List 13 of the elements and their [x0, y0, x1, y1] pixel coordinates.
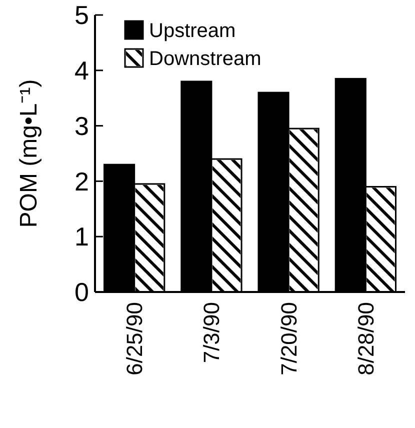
y-tick-label: 3: [74, 110, 89, 141]
x-tick-label: 7/3/90: [199, 302, 224, 364]
y-tick-label: 1: [74, 222, 89, 252]
legend-label: Upstream: [149, 20, 236, 42]
y-axis-title: POM (mg•L⁻¹): [15, 79, 42, 228]
x-tick-label: 8/28/90: [353, 302, 378, 376]
y-tick-label: 2: [74, 166, 89, 196]
legend-label: Downstream: [149, 48, 262, 70]
y-tick-label: 5: [74, 0, 89, 30]
y-tick-label: 0: [74, 277, 89, 308]
y-tick-label: 4: [74, 56, 89, 86]
x-tick-label: 6/25/90: [122, 302, 148, 376]
x-tick-label: 7/20/90: [276, 302, 302, 376]
